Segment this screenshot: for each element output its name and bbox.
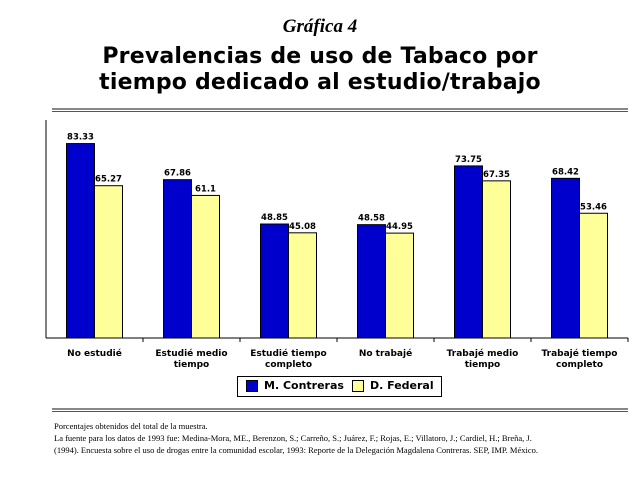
data-label: 44.95 (386, 222, 413, 232)
data-label: 67.35 (483, 170, 510, 180)
data-label: 61.1 (195, 184, 216, 194)
x-tick-label: tiempo (465, 360, 501, 370)
bar-m-contreras-5 (551, 177, 580, 339)
bar-d-federal-4 (482, 180, 511, 339)
legend: M. Contreras D. Federal (237, 376, 442, 397)
legend-label-m-contreras: M. Contreras (264, 379, 344, 392)
bar-m-contreras-1 (163, 179, 192, 339)
bar-d-federal-0 (94, 185, 123, 339)
legend-item-d-federal: D. Federal (352, 379, 434, 392)
bottom-divider-thin (52, 411, 628, 412)
chart-title-line-1: Prevalencias de uso de Tabaco por (102, 44, 538, 69)
data-label: 65.27 (95, 175, 122, 185)
bar-d-federal-1 (191, 194, 220, 339)
footnote-line-2: La fuente para los datos de 1993 fue: Me… (54, 433, 532, 443)
data-label: 48.85 (261, 213, 288, 223)
bar-m-contreras-0 (66, 143, 95, 339)
data-label: 83.33 (67, 133, 94, 143)
x-tick-label: No trabajé (359, 348, 412, 359)
legend-label-d-federal: D. Federal (370, 379, 434, 392)
bottom-divider (52, 408, 628, 410)
bar-d-federal-5 (579, 212, 608, 339)
top-divider (52, 108, 628, 110)
x-tick-label: completo (556, 360, 603, 370)
x-tick-label: tiempo (174, 360, 210, 370)
chart-supertitle: Gráfica 4 (282, 16, 358, 37)
bar-m-contreras-4 (454, 165, 483, 339)
data-label: 68.42 (552, 167, 579, 177)
data-label: 45.08 (289, 222, 316, 232)
footnotes: Porcentajes obtenidos del total de la mu… (54, 420, 634, 456)
legend-swatch-d-federal (352, 379, 364, 392)
x-tick-label: Estudié tiempo (250, 348, 326, 359)
chart-title: Prevalencias de uso de Tabaco por tiempo… (0, 44, 640, 96)
data-label: 73.75 (455, 155, 482, 165)
bar-m-contreras-3 (357, 224, 386, 339)
legend-item-m-contreras: M. Contreras (246, 379, 344, 392)
bar-d-federal-2 (288, 232, 317, 339)
data-label: 53.46 (580, 202, 607, 212)
bar-m-contreras-2 (260, 223, 289, 339)
footnote-line-1: Porcentajes obtenidos del total de la mu… (54, 421, 208, 431)
data-label: 48.58 (358, 214, 385, 224)
x-tick-label: Trabajé medio (447, 348, 519, 359)
chart-title-line-2: tiempo dedicado al estudio/trabajo (99, 70, 541, 95)
legend-swatch-m-contreras (246, 379, 258, 392)
x-tick-label: Estudié medio (155, 348, 227, 359)
data-label: 67.86 (164, 169, 191, 179)
bar-d-federal-3 (385, 232, 414, 339)
x-tick-label: Trabajé tiempo (542, 348, 618, 359)
footnote-line-3: (1994). Encuesta sobre el uso de drogas … (54, 445, 539, 455)
x-tick-label: completo (265, 360, 312, 370)
top-divider-thin (52, 111, 628, 112)
x-tick-label: No estudié (67, 348, 122, 359)
